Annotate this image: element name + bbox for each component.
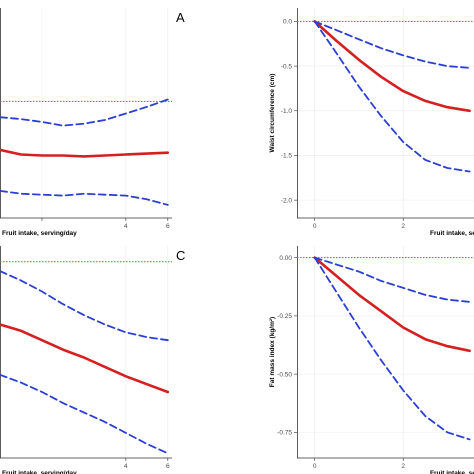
estimate-line — [0, 148, 170, 158]
y-axis-label: Waist circumference (cm) — [269, 74, 276, 153]
x-axis-label: Fruit intake, serving/day — [2, 230, 77, 237]
y-tick-label: -0.25 — [277, 313, 292, 320]
estimate-line — [313, 20, 471, 113]
panel-3: 4 6 Fruit intake, serving/day C — [0, 246, 185, 474]
ci-upper-line — [0, 270, 169, 342]
panel-4: 0 2 0.00 -0.25 -0.50 -0.75 Fruit intake, servi… — [269, 246, 474, 474]
y-tick-label: -2.0 — [281, 197, 293, 204]
ci-upper-line — [313, 20, 471, 69]
y-tick-label: 0.00 — [279, 255, 292, 262]
y-tick-label: -0.75 — [277, 430, 292, 437]
ci-lower-line — [0, 189, 169, 206]
x-tick-label: 6 — [166, 223, 170, 230]
plot-background — [297, 8, 474, 218]
y-tick-label: -0.50 — [277, 371, 292, 378]
ci-upper-line — [313, 256, 471, 303]
panel-2: 0 2 0.0 -0.5 -1.0 -1.5 -2.0 Fruit intake, servi… — [269, 8, 474, 237]
plot-background — [0, 8, 172, 218]
y-tick-label: -0.5 — [281, 63, 293, 70]
ci-upper-line — [0, 98, 169, 127]
panel-letter: C — [176, 248, 185, 263]
x-axis-label: Fruit intake, servi — [430, 230, 474, 237]
x-tick-label: 4 — [124, 223, 128, 230]
x-tick-label: 2 — [401, 463, 405, 470]
y-tick-label: -1.5 — [281, 153, 293, 160]
x-axis-label: Fruit intake, servi — [430, 470, 474, 474]
ci-lower-line — [313, 256, 471, 441]
x-tick-label: 0 — [313, 463, 317, 470]
ci-lower-line — [0, 373, 169, 455]
plot-background — [0, 246, 172, 458]
y-tick-label: -1.0 — [281, 108, 293, 115]
estimate-line — [313, 256, 471, 353]
x-axis-label: Fruit intake, serving/day — [2, 470, 77, 474]
x-tick-label: 6 — [166, 463, 170, 470]
panel-letter: A — [176, 10, 185, 25]
y-axis-label: Fat mass index (kg/m²) — [269, 317, 276, 387]
estimate-line — [0, 323, 170, 394]
y-tick-label: 0.0 — [283, 19, 292, 26]
panel-1: 4 6 Fruit intake, serving/day A — [0, 8, 185, 237]
x-tick-label: 2 — [401, 223, 405, 230]
plot-background — [297, 246, 474, 458]
ci-lower-line — [313, 20, 471, 173]
x-tick-label: 0 — [313, 223, 317, 230]
x-tick-label: 4 — [124, 463, 128, 470]
